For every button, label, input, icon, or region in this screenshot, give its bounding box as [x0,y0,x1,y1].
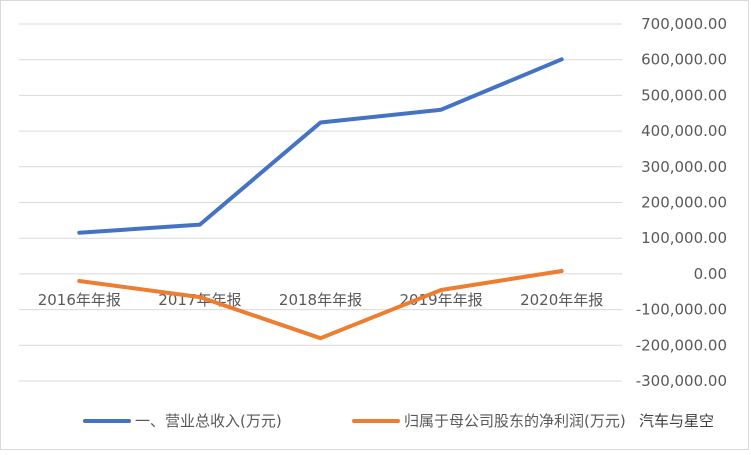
gridlines [19,24,622,381]
y-tick-label: 400,000.00 [641,122,727,140]
x-tick-label: 2020年年报 [520,291,603,309]
y-tick-label: 600,000.00 [641,51,727,69]
y-tick-label: 200,000.00 [641,194,727,212]
x-tick-label: 2018年年报 [279,291,362,309]
y-tick-label: 300,000.00 [641,158,727,176]
legend-item-2: 归属于母公司股东的净利润(万元) [354,412,626,430]
y-tick-label: 0.00 [694,265,727,283]
series-line-1 [79,59,561,233]
legend-label: 归属于母公司股东的净利润(万元) [404,412,626,430]
legend-item-1: 一、营业总收入(万元) [85,412,282,430]
y-axis-ticks: 700,000.00 600,000.00 500,000.00 400,000.00… [636,15,727,390]
y-tick-label: -200,000.00 [636,336,727,354]
y-tick-label: -300,000.00 [636,372,727,390]
y-tick-label: -100,000.00 [636,301,727,319]
watermark-text: 汽车与星空 [639,412,714,430]
y-tick-label: 500,000.00 [641,86,727,104]
x-tick-label: 2016年年报 [38,291,121,309]
legend: 一、营业总收入(万元) 归属于母公司股东的净利润(万元) [85,412,626,430]
watermark: 汽车与星空 [639,412,714,430]
legend-label: 一、营业总收入(万元) [135,412,282,430]
y-tick-label: 700,000.00 [641,15,727,33]
y-tick-label: 100,000.00 [641,229,727,247]
